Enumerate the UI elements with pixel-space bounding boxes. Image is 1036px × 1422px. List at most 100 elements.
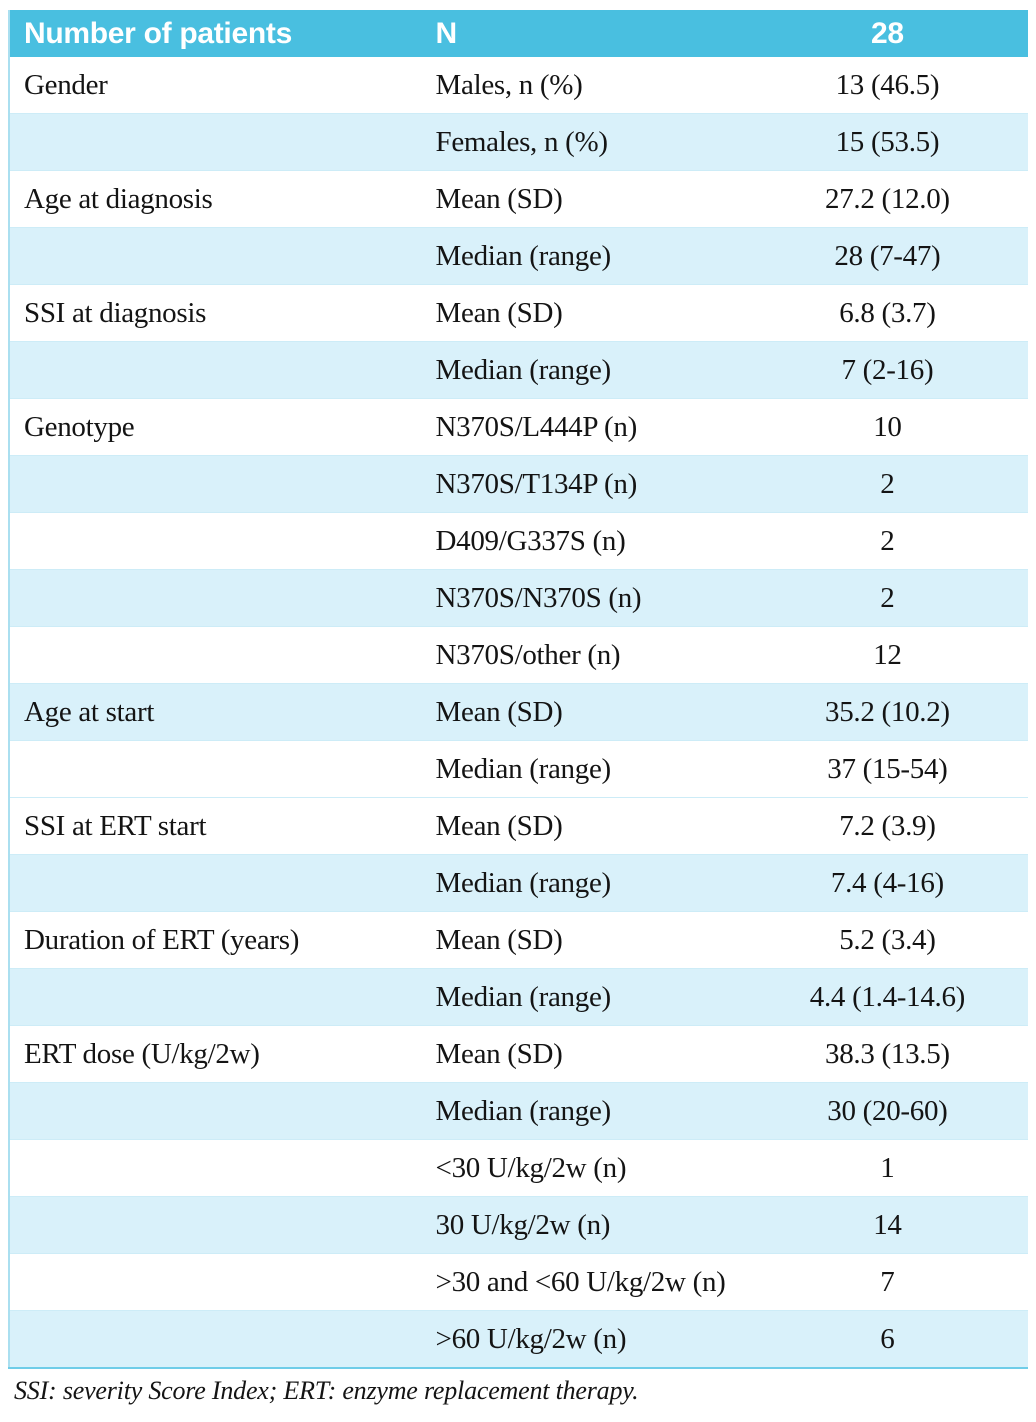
row-statistic-cell: Mean (SD)	[435, 683, 747, 741]
row-value-cell: 28 (7-47)	[746, 227, 1028, 285]
row-value-cell: 13 (46.5)	[746, 57, 1028, 114]
table-row: >60 U/kg/2w (n) 6	[9, 1310, 1028, 1369]
row-statistic-cell: N370S/L444P (n)	[435, 398, 747, 456]
row-statistic-cell: Mean (SD)	[435, 284, 747, 342]
row-category-cell: Gender	[9, 57, 436, 114]
row-statistic-cell: Median (range)	[435, 740, 747, 798]
table-row: N370S/T134P (n) 2	[9, 455, 1028, 513]
table-row: N370S/other (n) 12	[9, 626, 1028, 684]
row-category-cell	[9, 1082, 436, 1140]
table-row: Median (range) 4.4 (1.4-14.6)	[9, 968, 1028, 1026]
table-row: SSI at ERT start Mean (SD) 7.2 (3.9)	[9, 797, 1028, 855]
row-statistic-cell: 30 U/kg/2w (n)	[435, 1196, 747, 1254]
table-row: Median (range) 28 (7-47)	[9, 227, 1028, 285]
row-statistic-cell: Mean (SD)	[435, 911, 747, 969]
row-category-cell	[9, 1253, 436, 1311]
row-value-cell: 2	[746, 569, 1028, 627]
header-number-of-patients: Number of patients	[9, 10, 436, 57]
row-value-cell: 7 (2-16)	[746, 341, 1028, 399]
row-statistic-cell: N370S/T134P (n)	[435, 455, 747, 513]
row-value-cell: 14	[746, 1196, 1028, 1254]
table-row: Genotype N370S/L444P (n) 10	[9, 398, 1028, 456]
row-value-cell: 2	[746, 512, 1028, 570]
row-category-cell	[9, 968, 436, 1026]
row-category-cell: Genotype	[9, 398, 436, 456]
table-row: <30 U/kg/2w (n) 1	[9, 1139, 1028, 1197]
row-value-cell: 37 (15-54)	[746, 740, 1028, 798]
table-footnote: SSI: severity Score Index; ERT: enzyme r…	[14, 1376, 639, 1405]
row-statistic-cell: >60 U/kg/2w (n)	[435, 1310, 747, 1369]
row-statistic-cell: Mean (SD)	[435, 797, 747, 855]
row-statistic-cell: Median (range)	[435, 854, 747, 912]
row-category-cell: SSI at ERT start	[9, 797, 436, 855]
row-statistic-cell: D409/G337S (n)	[435, 512, 747, 570]
row-category-cell	[9, 854, 436, 912]
row-category-cell	[9, 227, 436, 285]
table-row: Median (range) 7.4 (4-16)	[9, 854, 1028, 912]
row-value-cell: 5.2 (3.4)	[746, 911, 1028, 969]
row-statistic-cell: <30 U/kg/2w (n)	[435, 1139, 747, 1197]
row-category-cell: SSI at diagnosis	[9, 284, 436, 342]
row-category-cell	[9, 740, 436, 798]
table-row: Median (range) 7 (2-16)	[9, 341, 1028, 399]
table-row: Gender Males, n (%) 13 (46.5)	[9, 57, 1028, 114]
row-value-cell: 12	[746, 626, 1028, 684]
patients-characteristics-table: Number of patients N 28 Gender Males, n (…	[8, 10, 1028, 1369]
row-value-cell: 7.2 (3.9)	[746, 797, 1028, 855]
row-statistic-cell: N370S/N370S (n)	[435, 569, 747, 627]
row-value-cell: 6.8 (3.7)	[746, 284, 1028, 342]
row-value-cell: 6	[746, 1310, 1028, 1369]
row-category-cell: Age at start	[9, 683, 436, 741]
row-category-cell	[9, 1310, 436, 1369]
row-statistic-cell: >30 and <60 U/kg/2w (n)	[435, 1253, 747, 1311]
table-header-row: Number of patients N 28	[9, 10, 1028, 57]
row-statistic-cell: Mean (SD)	[435, 170, 747, 228]
table-row: Age at diagnosis Mean (SD) 27.2 (12.0)	[9, 170, 1028, 228]
table-row: Duration of ERT (years) Mean (SD) 5.2 (3.4…	[9, 911, 1028, 969]
row-category-cell	[9, 1196, 436, 1254]
row-statistic-cell: Median (range)	[435, 968, 747, 1026]
table-row: >30 and <60 U/kg/2w (n) 7	[9, 1253, 1028, 1311]
row-category-cell	[9, 569, 436, 627]
header-n: N	[435, 10, 747, 57]
table-head: Number of patients N 28	[9, 10, 1028, 57]
row-category-cell	[9, 512, 436, 570]
row-category-cell	[9, 113, 436, 171]
row-statistic-cell: Males, n (%)	[435, 57, 747, 114]
table-row: ERT dose (U/kg/2w) Mean (SD) 38.3 (13.5)	[9, 1025, 1028, 1083]
row-value-cell: 35.2 (10.2)	[746, 683, 1028, 741]
row-statistic-cell: Median (range)	[435, 227, 747, 285]
row-category-cell: Duration of ERT (years)	[9, 911, 436, 969]
row-value-cell: 10	[746, 398, 1028, 456]
row-category-cell	[9, 341, 436, 399]
row-category-cell	[9, 626, 436, 684]
row-value-cell: 7.4 (4-16)	[746, 854, 1028, 912]
row-value-cell: 4.4 (1.4-14.6)	[746, 968, 1028, 1026]
table-row: N370S/N370S (n) 2	[9, 569, 1028, 627]
table-row: Age at start Mean (SD) 35.2 (10.2)	[9, 683, 1028, 741]
row-statistic-cell: Median (range)	[435, 341, 747, 399]
table-row: 30 U/kg/2w (n) 14	[9, 1196, 1028, 1254]
row-category-cell	[9, 1139, 436, 1197]
table-row: Females, n (%) 15 (53.5)	[9, 113, 1028, 171]
row-value-cell: 30 (20-60)	[746, 1082, 1028, 1140]
table-row: SSI at diagnosis Mean (SD) 6.8 (3.7)	[9, 284, 1028, 342]
table-row: D409/G337S (n) 2	[9, 512, 1028, 570]
row-category-cell	[9, 455, 436, 513]
row-value-cell: 1	[746, 1139, 1028, 1197]
row-statistic-cell: N370S/other (n)	[435, 626, 747, 684]
row-category-cell: ERT dose (U/kg/2w)	[9, 1025, 436, 1083]
table-row: Median (range) 37 (15-54)	[9, 740, 1028, 798]
row-value-cell: 27.2 (12.0)	[746, 170, 1028, 228]
table-body: Gender Males, n (%) 13 (46.5) Females, n (%…	[9, 57, 1028, 1369]
row-statistic-cell: Mean (SD)	[435, 1025, 747, 1083]
row-value-cell: 38.3 (13.5)	[746, 1025, 1028, 1083]
row-statistic-cell: Median (range)	[435, 1082, 747, 1140]
header-total-count: 28	[746, 10, 1028, 57]
table-row: Median (range) 30 (20-60)	[9, 1082, 1028, 1140]
row-statistic-cell: Females, n (%)	[435, 113, 747, 171]
row-category-cell: Age at diagnosis	[9, 170, 436, 228]
row-value-cell: 15 (53.5)	[746, 113, 1028, 171]
row-value-cell: 2	[746, 455, 1028, 513]
